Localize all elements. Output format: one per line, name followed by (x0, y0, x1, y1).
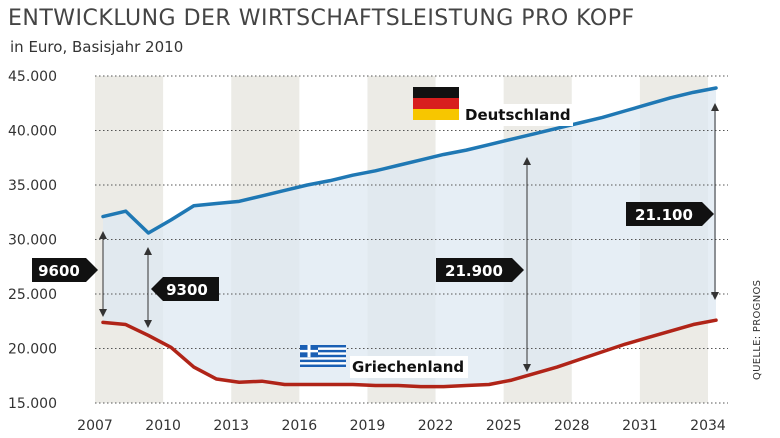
x-tick-label-2: 2013 (213, 418, 249, 434)
annotation-9600-box (32, 258, 98, 282)
chart-title: ENTWICKLUNG DER WIRTSCHAFTSLEISTUNG PRO … (8, 6, 635, 31)
x-tick-label-5: 2022 (418, 418, 454, 434)
annotation-21900-box (436, 258, 524, 282)
annotation-9600-label: 9600 (38, 262, 80, 280)
arrow-2034-head-bottom (711, 292, 719, 300)
arrow-2009-head-top (144, 247, 152, 255)
greece-flag-cross-h (300, 349, 318, 353)
x-tick-label-0: 2007 (77, 418, 113, 434)
chart-subtitle: in Euro, Basisjahr 2010 (10, 38, 184, 56)
x-tick-label-3: 2016 (282, 418, 318, 434)
greece-flag-stripe-3 (300, 352, 346, 355)
annotation-21900-label: 21.900 (445, 262, 503, 280)
greece-flag-stripe-5 (300, 357, 346, 360)
germany-flag-gold (413, 109, 459, 120)
y-tick-label-1: 20.000 (8, 342, 57, 358)
series-line-griechenland (101, 318, 718, 389)
arrow-2025-head-bottom (523, 364, 531, 372)
series-line-deutschland (101, 86, 718, 235)
x-tick-label-8: 2031 (622, 418, 658, 434)
germany-label-bg (463, 104, 573, 126)
x-tick-label-7: 2028 (554, 418, 590, 434)
legend-label-deutschland: Deutschland (465, 106, 571, 124)
annotation-21100-box (626, 202, 714, 226)
y-tick-label-0: 15.000 (8, 396, 57, 412)
y-tick-label-4: 35.000 (8, 178, 57, 194)
arrow-2034-head-top (711, 103, 719, 111)
legend-label-griechenland: Griechenland (352, 358, 464, 376)
x-tick-label-1: 2010 (145, 418, 181, 434)
greece-label-bg (350, 356, 468, 378)
greece-flag-stripe-1 (300, 347, 346, 350)
germany-flag-black (413, 87, 459, 98)
y-tick-label-2: 25.000 (8, 287, 57, 303)
annotation-9300-label: 9300 (166, 281, 208, 299)
arrow-2025-head-top (523, 157, 531, 165)
y-tick-label-6: 45.000 (8, 69, 57, 85)
greece-flag-stripe-7 (300, 362, 346, 365)
x-tick-label-9: 2034 (690, 418, 726, 434)
arrow-2009-head-bottom (144, 320, 152, 328)
annotation-21100-label: 21.100 (635, 206, 693, 224)
x-tick-label-4: 2019 (350, 418, 386, 434)
gap-area (103, 87, 716, 387)
y-tick-label-5: 40.000 (8, 124, 57, 140)
x-tick-label-6: 2025 (486, 418, 522, 434)
y-tick-label-3: 30.000 (8, 233, 57, 249)
germany-flag-red (413, 98, 459, 109)
arrow-2007-head-top (99, 231, 107, 239)
annotation-9300-box (151, 277, 219, 301)
arrow-2007-head-bottom (99, 309, 107, 317)
